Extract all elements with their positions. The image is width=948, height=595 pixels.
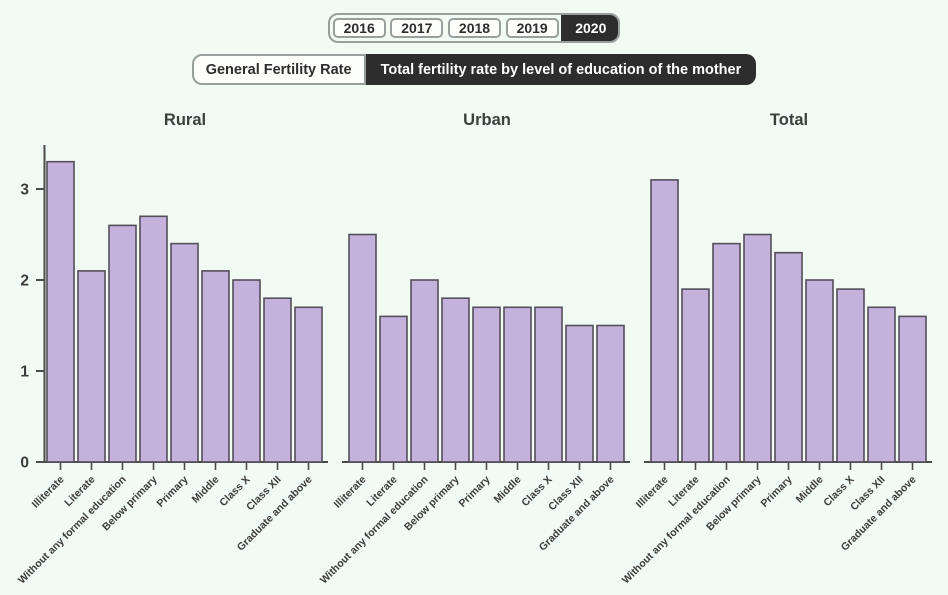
bar-urban-class-x[interactable] <box>534 306 563 463</box>
bar-urban-without-any-formal-education[interactable] <box>410 279 439 463</box>
year-tabs-row: 2016 2017 2018 2019 2020 <box>0 13 948 43</box>
bar-rural-class-x[interactable] <box>232 279 261 463</box>
bar-rural-class-xii[interactable] <box>263 297 292 463</box>
y-tick-label: 3 <box>20 182 29 199</box>
panel-title-rural: Rural <box>164 111 206 129</box>
bar-rural-below-primary[interactable] <box>139 215 168 463</box>
y-tick-label: 2 <box>20 273 29 290</box>
bar-rural-primary[interactable] <box>170 242 199 463</box>
x-tick-label: Primary <box>456 474 492 510</box>
metric-toggle: General Fertility Rate Total fertility r… <box>0 54 948 85</box>
bar-rural-illiterate[interactable] <box>46 160 75 463</box>
bar-rural-without-any-formal-education[interactable] <box>108 224 137 463</box>
bar-rural-middle[interactable] <box>201 270 230 463</box>
bar-urban-middle[interactable] <box>503 306 532 463</box>
bar-total-middle[interactable] <box>805 279 834 463</box>
bar-urban-literate[interactable] <box>379 315 408 463</box>
year-tabs: 2016 2017 2018 2019 2020 <box>327 13 621 43</box>
year-tab-2019[interactable]: 2019 <box>505 18 559 38</box>
year-tab-2017[interactable]: 2017 <box>390 18 444 38</box>
x-tick-label: Below primary <box>704 474 764 534</box>
x-tick-label: Illiterate <box>634 474 671 511</box>
x-tick-label: Illiterate <box>30 474 67 511</box>
x-tick-label: Illiterate <box>332 474 369 511</box>
bar-total-class-x[interactable] <box>836 288 865 463</box>
year-tab-2016[interactable]: 2016 <box>332 18 386 38</box>
bar-urban-primary[interactable] <box>472 306 501 463</box>
x-tick-label: Primary <box>154 474 190 510</box>
bar-total-class-xii[interactable] <box>867 306 896 463</box>
x-tick-label: Primary <box>758 474 794 510</box>
metric-toggle-general-fertility-rate[interactable]: General Fertility Rate <box>191 54 366 85</box>
bar-total-graduate-and-above[interactable] <box>898 315 927 463</box>
y-tick-label: 1 <box>20 364 29 381</box>
panel-title-urban: Urban <box>463 111 511 129</box>
y-tick-label: 0 <box>20 455 29 472</box>
bar-urban-illiterate[interactable] <box>348 233 377 463</box>
bar-total-primary[interactable] <box>774 251 803 463</box>
bar-total-literate[interactable] <box>681 288 710 463</box>
bar-urban-below-primary[interactable] <box>441 297 470 463</box>
year-tab-2020[interactable]: 2020 <box>561 15 619 41</box>
panel-title-total: Total <box>770 111 808 129</box>
metric-toggle-total-fertility-rate-by-education[interactable]: Total fertility rate by level of educati… <box>365 54 757 85</box>
x-tick-label: Below primary <box>100 474 160 534</box>
bar-rural-graduate-and-above[interactable] <box>294 306 323 463</box>
bar-total-below-primary[interactable] <box>743 233 772 463</box>
bar-urban-graduate-and-above[interactable] <box>596 324 625 463</box>
year-tab-2018[interactable]: 2018 <box>447 18 502 38</box>
bar-total-without-any-formal-education[interactable] <box>712 242 741 463</box>
x-tick-label: Below primary <box>402 474 462 534</box>
bar-urban-class-xii[interactable] <box>565 324 594 463</box>
charts-area: Rural 0 1 2 3 Illiterate Literate Without any f… <box>0 100 948 595</box>
bar-rural-literate[interactable] <box>77 270 106 463</box>
bar-total-illiterate[interactable] <box>650 179 679 463</box>
